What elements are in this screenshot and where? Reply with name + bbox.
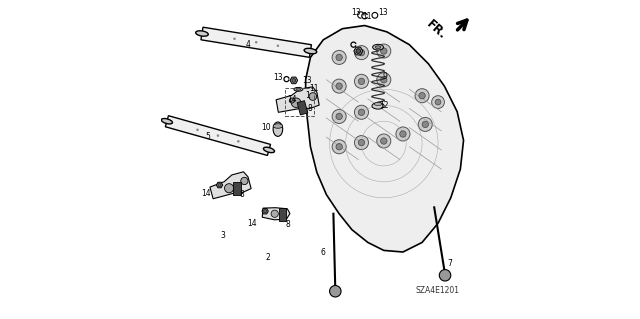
Circle shape [332, 140, 346, 154]
Polygon shape [216, 182, 223, 188]
Text: 2: 2 [266, 253, 271, 262]
Ellipse shape [196, 31, 208, 36]
Circle shape [358, 109, 365, 115]
Circle shape [217, 134, 219, 137]
Circle shape [377, 44, 391, 58]
Polygon shape [290, 77, 298, 84]
Text: 1: 1 [305, 91, 310, 100]
Text: 8: 8 [239, 190, 244, 199]
Circle shape [355, 74, 369, 88]
Circle shape [332, 109, 346, 123]
Circle shape [255, 41, 257, 44]
Text: 9: 9 [383, 72, 388, 81]
Circle shape [400, 131, 406, 137]
Circle shape [241, 177, 248, 185]
Circle shape [271, 210, 278, 217]
Circle shape [291, 98, 301, 108]
Circle shape [356, 49, 360, 53]
Circle shape [431, 96, 444, 108]
Ellipse shape [294, 87, 303, 91]
Circle shape [358, 139, 365, 146]
Text: 5: 5 [205, 132, 210, 141]
Text: 14: 14 [201, 189, 211, 198]
Text: 10: 10 [261, 123, 271, 132]
Circle shape [355, 105, 369, 119]
Circle shape [355, 136, 369, 150]
Circle shape [415, 89, 429, 103]
Text: FR.: FR. [424, 17, 449, 41]
Text: 8: 8 [285, 220, 291, 229]
Circle shape [419, 93, 425, 99]
Circle shape [439, 270, 451, 281]
Text: 14: 14 [247, 219, 257, 228]
Circle shape [381, 48, 387, 54]
Text: 13: 13 [303, 76, 312, 85]
Text: SZA4E1201: SZA4E1201 [416, 286, 460, 295]
Circle shape [289, 98, 294, 103]
Ellipse shape [273, 122, 283, 137]
Polygon shape [201, 27, 312, 57]
Circle shape [358, 49, 365, 56]
Ellipse shape [372, 103, 384, 109]
Text: 13: 13 [273, 73, 283, 82]
Ellipse shape [273, 124, 283, 128]
Circle shape [330, 286, 341, 297]
Circle shape [435, 99, 441, 105]
Circle shape [422, 121, 428, 128]
Ellipse shape [304, 48, 317, 54]
Text: 11: 11 [309, 84, 318, 93]
Text: 13: 13 [378, 8, 388, 17]
Text: 12: 12 [379, 101, 388, 110]
Circle shape [381, 138, 387, 144]
Polygon shape [233, 182, 241, 195]
Text: 4: 4 [246, 40, 251, 48]
Text: 14: 14 [287, 95, 297, 104]
Circle shape [332, 50, 346, 64]
Ellipse shape [374, 102, 381, 106]
Circle shape [196, 129, 199, 131]
Text: 11: 11 [362, 12, 372, 21]
Ellipse shape [372, 44, 383, 50]
Ellipse shape [161, 119, 172, 124]
Circle shape [276, 44, 279, 47]
Circle shape [336, 144, 342, 150]
Text: 7: 7 [447, 259, 452, 268]
Polygon shape [262, 208, 290, 220]
Circle shape [332, 79, 346, 93]
Polygon shape [278, 208, 286, 221]
Text: 6: 6 [321, 248, 326, 256]
Circle shape [396, 127, 410, 141]
Circle shape [377, 134, 391, 148]
Ellipse shape [375, 46, 381, 48]
Circle shape [356, 49, 360, 53]
Circle shape [355, 46, 369, 60]
Circle shape [336, 54, 342, 61]
Circle shape [237, 140, 239, 143]
Polygon shape [297, 101, 308, 115]
Circle shape [377, 73, 391, 87]
Circle shape [336, 113, 342, 120]
Circle shape [225, 184, 234, 193]
Circle shape [264, 210, 267, 213]
Circle shape [309, 93, 317, 100]
Ellipse shape [264, 147, 275, 152]
Text: 3: 3 [220, 231, 225, 240]
Text: 13: 13 [351, 8, 361, 17]
Polygon shape [165, 116, 271, 155]
Circle shape [233, 37, 236, 40]
Text: 8: 8 [307, 104, 312, 113]
Circle shape [336, 83, 342, 89]
Circle shape [381, 77, 387, 83]
Circle shape [218, 183, 221, 187]
Polygon shape [354, 47, 363, 55]
Circle shape [358, 78, 365, 85]
Circle shape [419, 117, 432, 131]
Ellipse shape [296, 88, 301, 90]
Polygon shape [262, 208, 268, 214]
Polygon shape [306, 26, 463, 252]
Polygon shape [276, 87, 319, 112]
Polygon shape [210, 172, 251, 199]
Circle shape [292, 78, 296, 82]
